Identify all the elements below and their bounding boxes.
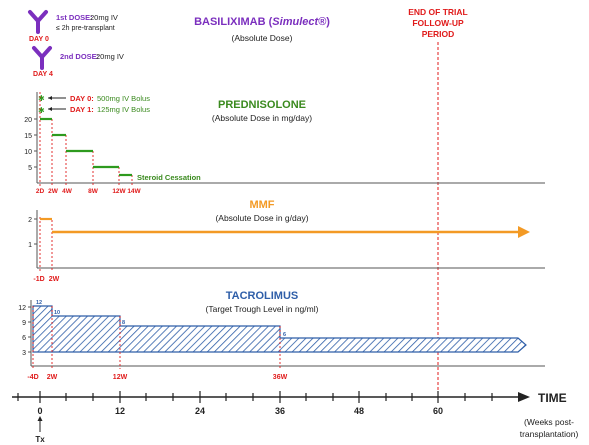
tacrolimus-y-tick-label: 12 [18,305,26,312]
mmf-subtitle: (Absolute Dose in g/day) [215,213,308,223]
prednisolone-dose-steps [40,117,132,177]
prednisolone-title: PREDNISOLONE [218,99,306,111]
time-tick-label: 24 [195,406,205,416]
prednisolone-day1-value: 125mg IV Bolus [97,105,150,114]
time-tick-label: 60 [433,406,443,416]
mmf-x-tick-label: -1D [33,276,44,283]
steroid-cessation-label: Steroid Cessation [137,173,201,182]
tacrolimus-level-label: 8 [122,320,125,326]
mmf-y-tick-label: 2 [28,217,32,224]
time-tick-label: 36 [275,406,285,416]
prednisolone-x-tick-label: 2D [36,188,45,195]
prednisolone-x-tick-label: 2W [48,188,59,195]
mmf-title: MMF [249,199,274,211]
transplant-label: Tx [35,435,45,444]
basiliximab-dose1-value: 20mg IV [90,13,118,22]
prednisolone-subtitle: (Absolute Dose in mg/day) [212,113,312,123]
basiliximab-dose2-value: 20mg IV [96,52,124,61]
tacrolimus-y-tick-label: 3 [22,350,26,357]
arrow-right-icon [518,392,530,402]
tacrolimus-level-label: 6 [283,332,286,338]
basiliximab-dose1-label: 1st DOSE: [56,13,93,22]
prednisolone-x-ticks: 2D 2W 4W 8W 12W 14W [36,188,142,195]
prednisolone-y-tick-label: 5 [28,165,32,172]
prednisolone-x-tick-label: 14W [127,188,141,195]
basiliximab-dose1-note: ≤ 2h pre-transplant [56,25,115,32]
tacrolimus-x-tick-label: 2W [47,374,58,381]
tacrolimus-x-tick-label: -4D [27,374,38,381]
prednisolone-time-markers [39,92,133,186]
time-tick-label: 0 [37,406,42,416]
basiliximab-section: 1st DOSE: 20mg IV ≤ 2h pre-transplant DA… [28,10,330,78]
tacrolimus-subtitle: (Target Trough Level in ng/ml) [206,304,319,314]
star-icon: ✱ [38,94,45,103]
antibody-icon [32,46,52,70]
mmf-section: 2 1 -1D 2W MMF (Absolute Dose in g/day) [28,199,545,283]
end-of-trial-line2: FOLLOW-UP [412,18,464,28]
tacrolimus-y-tick-label: 6 [22,335,26,342]
antibody-icon [28,10,48,34]
tacrolimus-x-tick-label: 12W [113,374,128,381]
basiliximab-dose2-label: 2nd DOSE: [60,52,99,61]
prednisolone-day0-value: 500mg IV Bolus [97,94,150,103]
prednisolone-day1-label: DAY 1: [70,105,94,114]
tacrolimus-level-label: 12 [36,300,42,306]
prednisolone-x-tick-label: 12W [112,188,126,195]
prednisolone-section: 20 15 10 5 ✱ ✱ DAY 0: 500mg IV Bolus DAY… [24,92,545,195]
basiliximab-dose1-day: DAY 0 [29,36,49,43]
tacrolimus-x-tick-label: 36W [273,374,288,381]
time-axis-note-line1: (Weeks post- [524,417,574,427]
tacrolimus-title: TACROLIMUS [226,290,299,302]
basiliximab-title: BASILIXIMAB (Simulect®) [194,16,330,28]
tacrolimus-level-label: 10 [54,310,60,316]
prednisolone-y-tick-label: 20 [24,117,32,124]
mmf-y-tick-label: 1 [28,242,32,249]
time-tick-label: 48 [354,406,364,416]
end-of-trial-line3: PERIOD [422,29,455,39]
tacrolimus-y-tick-label: 9 [22,320,26,327]
prednisolone-y-ticks: 20 15 10 5 [24,117,37,172]
prednisolone-y-tick-label: 10 [24,149,32,156]
time-tick-label: 12 [115,406,125,416]
time-axis-ticks [17,391,493,403]
time-axis-label: TIME [538,391,567,405]
tacrolimus-section: 12 9 6 3 12 10 8 6 -4D 2W 12W 36W TACROL… [18,290,545,381]
arrow-right-icon [518,226,530,238]
end-of-trial-line1: END OF TRIAL [408,7,468,17]
prednisolone-x-tick-label: 8W [88,188,99,195]
basiliximab-dose2-day: DAY 4 [33,71,53,78]
prednisolone-x-tick-label: 4W [62,188,73,195]
star-icon: ✱ [38,106,45,115]
basiliximab-subtitle: (Absolute Dose) [232,33,293,43]
time-axis: 0 12 24 36 48 60 TIME (Weeks post- trans… [12,391,578,444]
prednisolone-y-tick-label: 15 [24,133,32,140]
time-axis-note-line2: transplantation) [520,429,579,439]
mmf-x-tick-label: 2W [49,276,60,283]
prednisolone-day0-label: DAY 0: [70,94,94,103]
